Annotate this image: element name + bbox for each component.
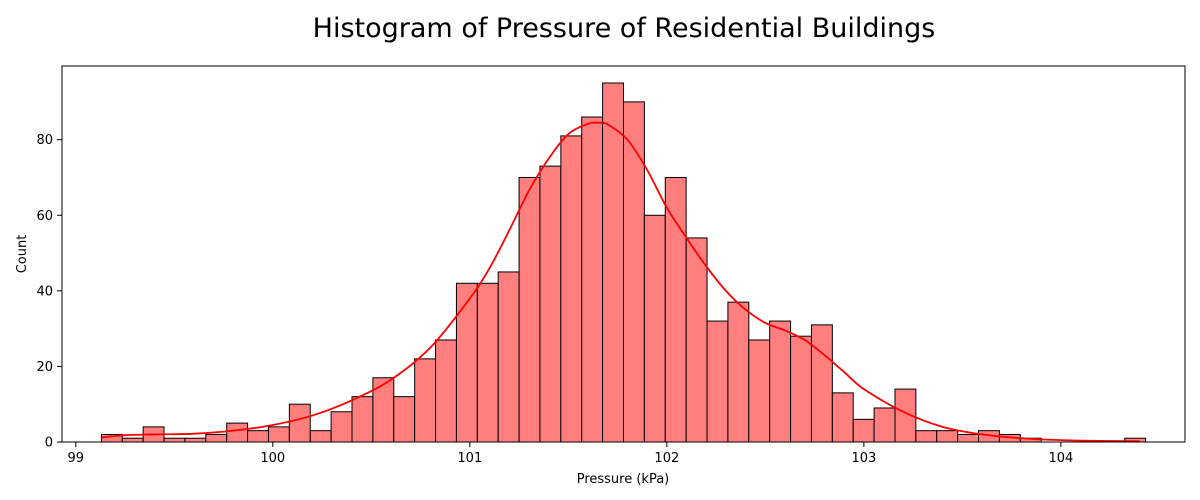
kde-curve — [101, 121, 1140, 443]
histogram-bar — [602, 82, 625, 443]
y-tick-label: 80 — [36, 133, 53, 148]
histogram-bar — [539, 165, 562, 443]
histogram-bar — [936, 430, 959, 443]
histogram-bar — [706, 320, 729, 443]
histogram-bar — [497, 271, 520, 443]
x-tick-label: 100 — [260, 451, 285, 466]
histogram-bar — [560, 135, 583, 443]
histogram-bar — [623, 101, 645, 443]
histogram-bar — [810, 324, 833, 443]
y-tick-label: 40 — [36, 284, 53, 299]
histogram-bar — [435, 339, 457, 443]
histogram-bar — [163, 437, 186, 443]
histogram-bar — [685, 237, 708, 443]
histogram-bar — [288, 403, 311, 443]
histogram-bar — [205, 433, 228, 443]
histogram-bar — [915, 430, 938, 443]
x-tick-label: 102 — [654, 451, 679, 466]
histogram-bar — [351, 396, 374, 443]
histogram-bar — [476, 282, 499, 443]
y-axis-label: Count — [15, 235, 30, 274]
x-tick-label: 101 — [457, 451, 482, 466]
histogram-bar — [957, 433, 980, 443]
histogram-bar — [184, 437, 207, 443]
x-tick-label: 104 — [1048, 451, 1073, 466]
histogram-bar — [414, 358, 437, 443]
x-tick-label: 99 — [68, 451, 85, 466]
histogram-bar — [790, 335, 812, 443]
y-tick-label: 20 — [36, 360, 53, 375]
histogram-bar — [664, 176, 687, 443]
x-tick-label: 103 — [851, 451, 876, 466]
y-axis-ticks: 0 20 40 60 80 — [36, 133, 62, 451]
histogram-bar — [393, 396, 416, 443]
histogram-bar — [121, 437, 144, 443]
histogram-bar — [309, 430, 332, 443]
histogram-bar — [518, 176, 541, 443]
histogram-bar — [852, 418, 875, 443]
histogram-bar — [727, 301, 750, 443]
plot-frame — [61, 65, 1186, 443]
histogram-bar — [372, 377, 395, 443]
x-axis-ticks: 99 100 101 102 103 104 — [68, 442, 1073, 466]
histogram-bar — [267, 426, 290, 443]
histogram-bar — [643, 214, 666, 443]
y-tick-label: 60 — [36, 209, 53, 224]
histogram-bar — [831, 392, 854, 443]
chart-title: Histogram of Pressure of Residential Bui… — [313, 13, 936, 44]
histogram-bar — [247, 430, 269, 443]
y-tick-label: 0 — [45, 436, 53, 451]
histogram-bar — [748, 339, 771, 443]
histogram-bar — [581, 116, 604, 443]
histogram-bar — [330, 411, 353, 443]
histogram-bar — [769, 320, 792, 443]
histogram-bar — [455, 282, 478, 443]
histogram-bar — [873, 407, 896, 443]
histogram-bar — [226, 422, 249, 443]
x-axis-label: Pressure (kPa) — [577, 472, 670, 487]
